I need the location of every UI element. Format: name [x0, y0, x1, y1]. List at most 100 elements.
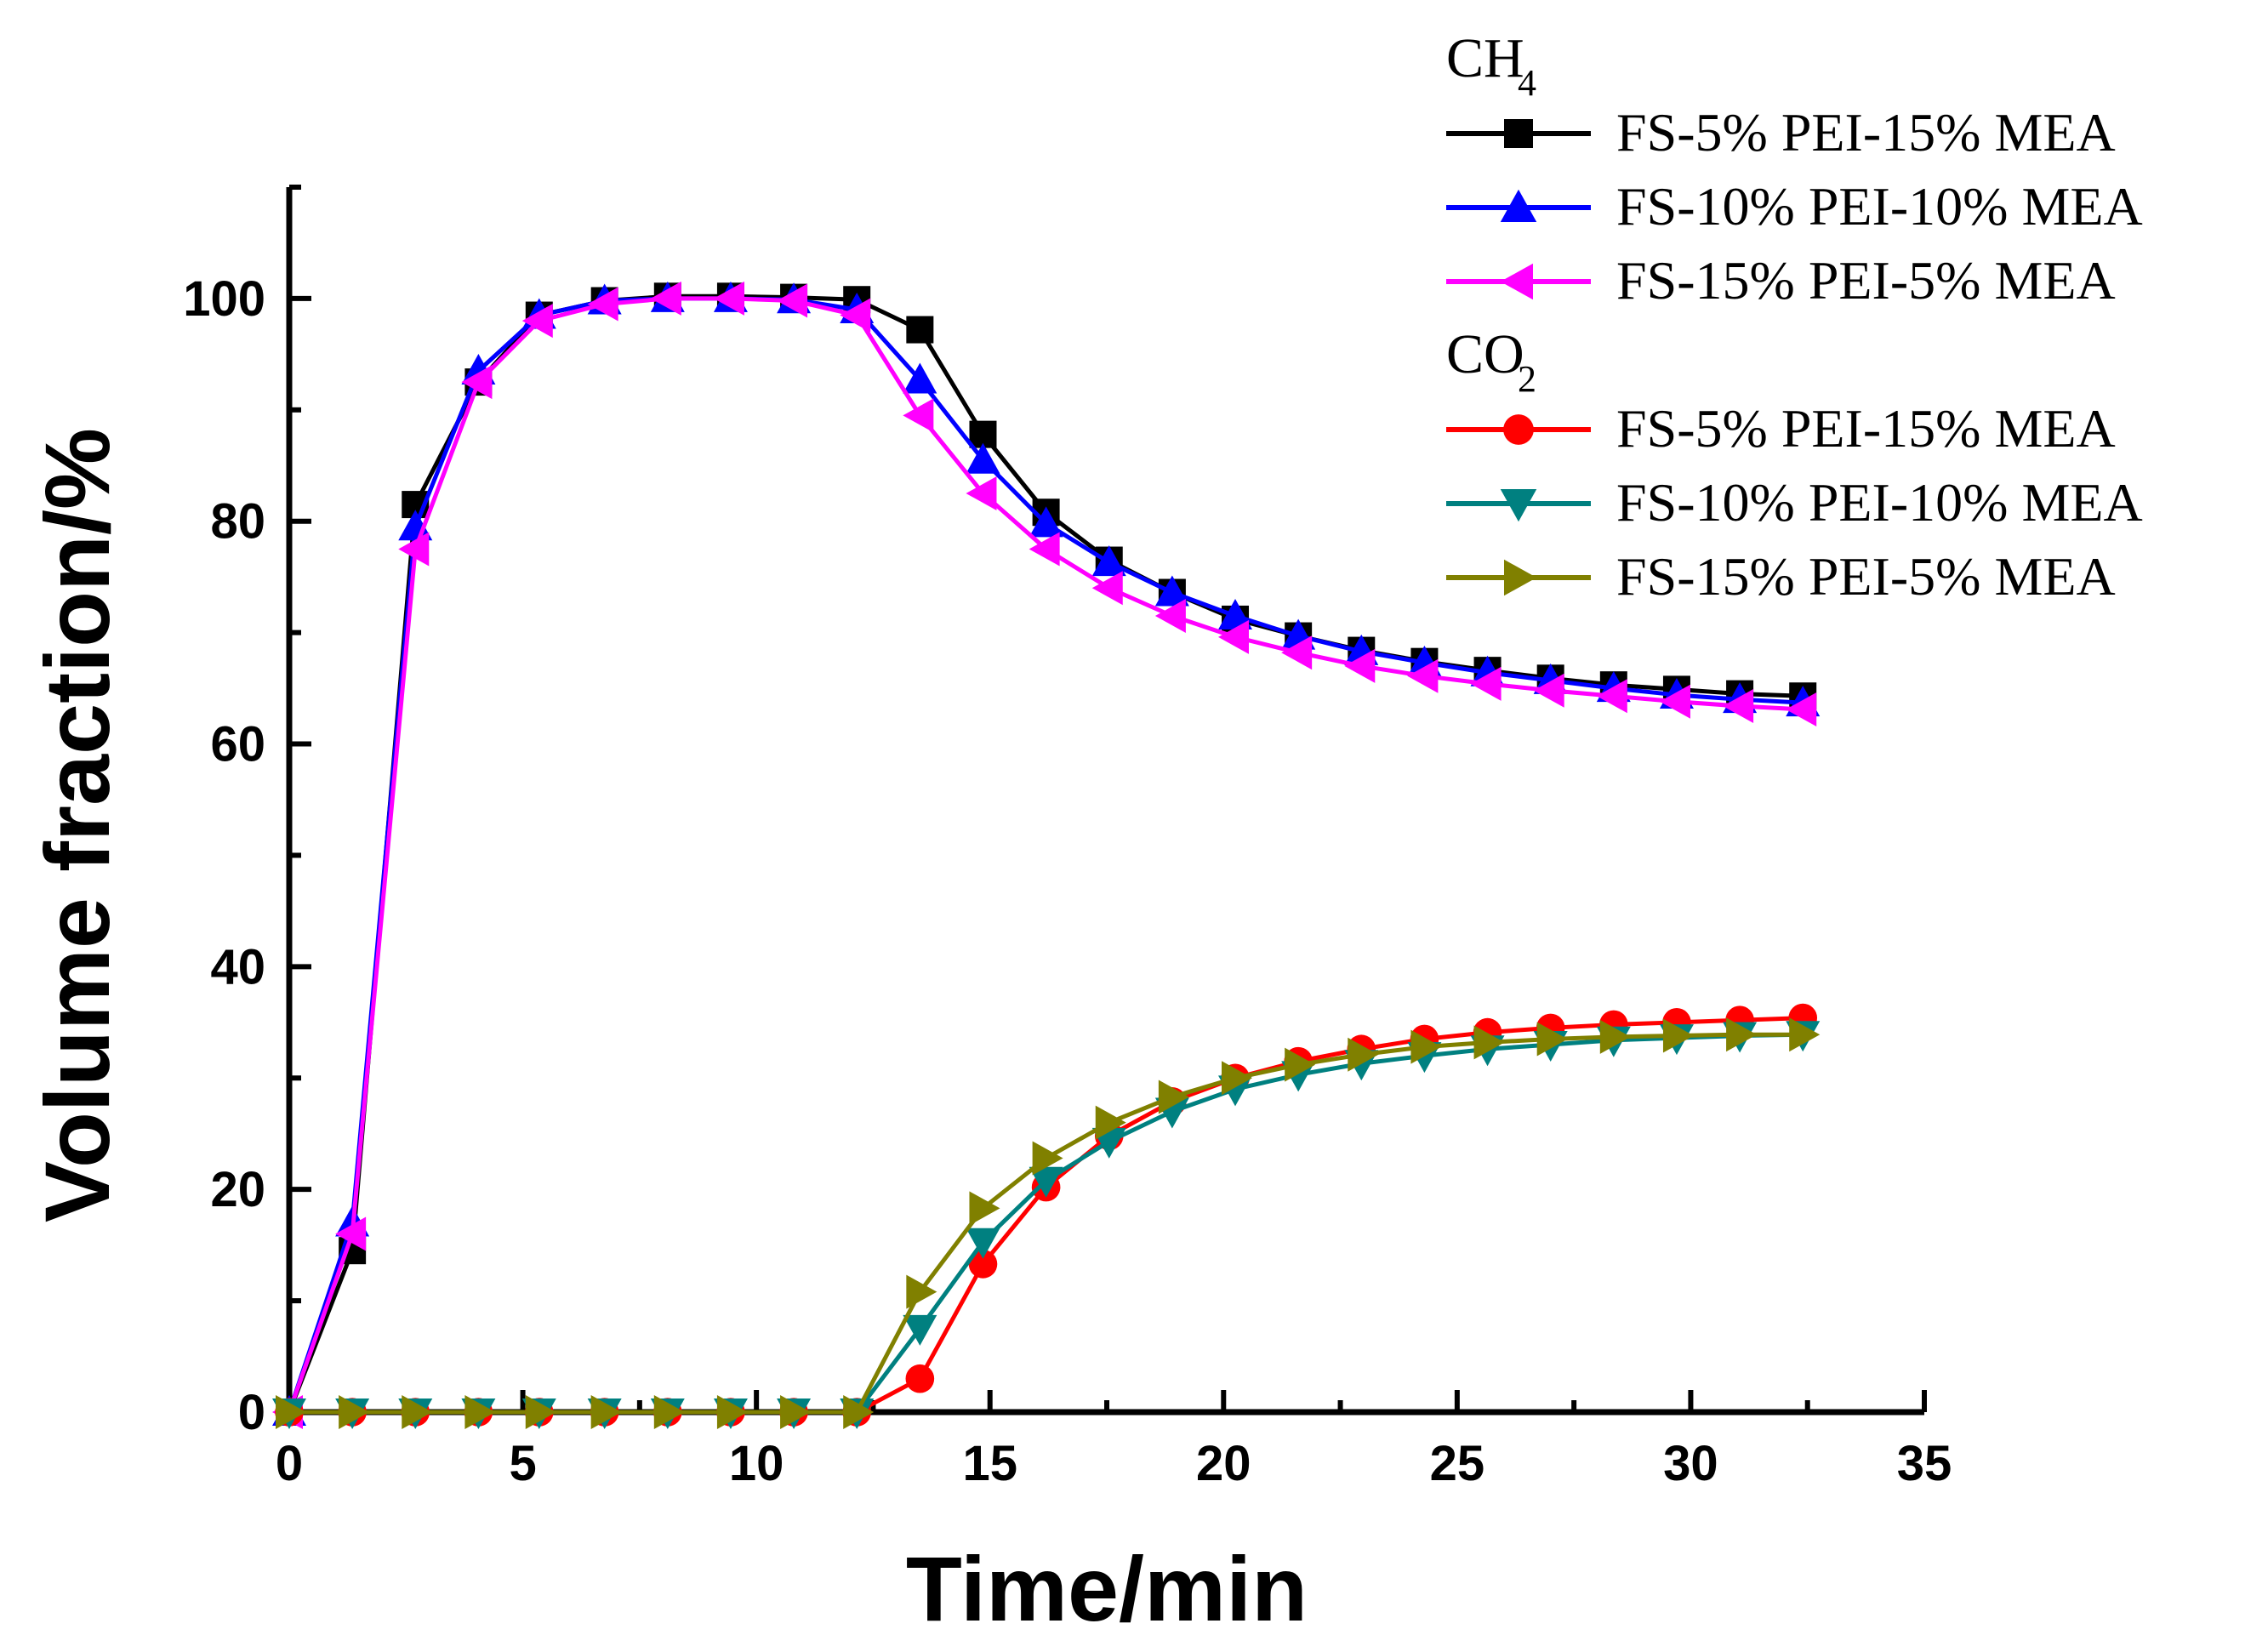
data-point-triangle-left	[777, 283, 808, 318]
legend-item: FS-5% PEI-15% MEA	[1446, 102, 2116, 162]
data-point-triangle-up	[398, 510, 433, 541]
data-point-triangle-left	[1407, 658, 1439, 693]
x-tick-label: 25	[1430, 1436, 1485, 1491]
data-point-triangle-left	[1596, 679, 1627, 714]
data-point-triangle-left	[1470, 666, 1502, 701]
data-point-triangle-right	[590, 1395, 622, 1429]
series-co2-3	[276, 1017, 1821, 1429]
data-point-triangle-down	[1500, 489, 1537, 522]
data-point-triangle-right	[1599, 1019, 1631, 1054]
data-point-triangle-right	[276, 1395, 306, 1429]
data-point-triangle-right	[653, 1395, 685, 1429]
legend-item: FS-10% PEI-10% MEA	[1446, 472, 2143, 533]
data-point-triangle-down	[966, 1228, 1000, 1259]
data-point-triangle-left	[1500, 263, 1533, 300]
data-point-triangle-right	[1726, 1017, 1758, 1052]
x-tick-label: 0	[276, 1436, 303, 1491]
legend-group-title: CH	[1446, 27, 1524, 89]
data-point-triangle-left	[1723, 689, 1754, 724]
data-point-triangle-left	[1281, 635, 1313, 670]
data-point-triangle-down	[903, 1314, 937, 1346]
legend-group-subscript: 4	[1518, 62, 1536, 104]
x-tick-label: 10	[729, 1436, 784, 1491]
data-point-triangle-up	[1091, 545, 1126, 577]
legend-item: FS-15% PEI-5% MEA	[1446, 250, 2116, 310]
legend-label: FS-5% PEI-15% MEA	[1616, 398, 2116, 459]
data-point-triangle-right	[464, 1395, 496, 1429]
x-axis-title: Time/min	[906, 1537, 1308, 1640]
data-point-triangle-left	[461, 365, 493, 400]
data-point-triangle-up	[1500, 189, 1537, 222]
data-point-circle	[968, 1250, 998, 1279]
data-point-triangle-left	[840, 298, 871, 333]
series-layer	[272, 281, 1821, 1429]
legend-label: FS-15% PEI-5% MEA	[1616, 250, 2116, 310]
data-point-triangle-right	[1285, 1047, 1316, 1082]
data-point-triangle-down	[1029, 1166, 1063, 1198]
y-tick-label: 100	[183, 271, 265, 327]
data-point-square	[1504, 119, 1533, 148]
data-point-triangle-left	[587, 287, 618, 322]
data-point-triangle-right	[1789, 1017, 1821, 1052]
data-point-triangle-left	[521, 304, 553, 339]
legend-label: FS-10% PEI-10% MEA	[1616, 472, 2143, 533]
data-point-triangle-right	[906, 1274, 937, 1309]
x-tick-label: 15	[962, 1436, 1017, 1491]
data-point-triangle-left	[1154, 599, 1186, 633]
legend-item: FS-5% PEI-15% MEA	[1446, 398, 2116, 459]
data-point-triangle-left	[650, 281, 681, 316]
data-point-triangle-up	[903, 362, 937, 394]
data-point-triangle-right	[843, 1395, 875, 1429]
y-tick-label: 80	[210, 494, 265, 550]
data-point-triangle-right	[1536, 1022, 1568, 1057]
data-point-triangle-right	[780, 1395, 812, 1429]
data-point-triangle-left	[1533, 673, 1564, 708]
data-point-triangle-right	[1662, 1018, 1694, 1053]
data-point-triangle-right	[339, 1395, 370, 1429]
data-point-triangle-right	[1348, 1037, 1379, 1072]
data-point-triangle-right	[1410, 1029, 1442, 1064]
data-point-triangle-left	[1029, 532, 1060, 567]
data-point-triangle-right	[1222, 1061, 1253, 1096]
legend-item: FS-10% PEI-10% MEA	[1446, 176, 2143, 236]
data-point-triangle-up	[966, 442, 1000, 474]
data-point-triangle-left	[1091, 571, 1123, 606]
data-point-triangle-left	[713, 281, 744, 316]
data-point-circle	[1503, 414, 1534, 445]
data-point-triangle-right	[1095, 1105, 1126, 1140]
data-point-triangle-right	[716, 1395, 748, 1429]
legend-label: FS-15% PEI-5% MEA	[1616, 546, 2116, 607]
data-point-triangle-left	[398, 532, 430, 567]
data-point-triangle-left	[1786, 692, 1817, 726]
y-axis-title: Volume fraction/%	[26, 428, 128, 1222]
legend-label: FS-5% PEI-15% MEA	[1616, 102, 2116, 162]
x-tick-label: 20	[1196, 1436, 1251, 1491]
data-point-triangle-up	[1218, 599, 1253, 629]
data-point-triangle-right	[969, 1191, 1000, 1226]
x-tick-label: 30	[1663, 1436, 1718, 1491]
data-point-triangle-right	[402, 1395, 433, 1429]
data-point-triangle-left	[903, 398, 934, 433]
data-point-square	[906, 316, 934, 344]
data-point-triangle-right	[1504, 559, 1537, 596]
legend: CH4 FS-5% PEI-15% MEA FS-10% PEI-10% MEA FS…	[1446, 27, 2143, 607]
data-point-triangle-left	[1218, 619, 1250, 654]
legend-item: FS-15% PEI-5% MEA	[1446, 546, 2116, 607]
data-point-triangle-right	[1158, 1079, 1189, 1114]
data-point-triangle-up	[1029, 506, 1063, 538]
data-point-triangle-left	[1659, 684, 1690, 719]
y-tick-label: 40	[210, 939, 265, 994]
x-tick-label: 35	[1897, 1436, 1952, 1491]
y-tick-label: 0	[238, 1385, 265, 1440]
data-point-triangle-left	[966, 476, 997, 510]
data-point-triangle-left	[1344, 648, 1376, 683]
x-tick-label: 5	[509, 1436, 536, 1491]
legend-group-subscript: 2	[1518, 358, 1536, 400]
data-point-circle	[905, 1364, 935, 1393]
legend-label: FS-10% PEI-10% MEA	[1616, 176, 2143, 236]
legend-group-title: CO	[1446, 323, 1524, 385]
y-tick-label: 60	[210, 717, 265, 772]
data-point-triangle-up	[1154, 575, 1189, 607]
